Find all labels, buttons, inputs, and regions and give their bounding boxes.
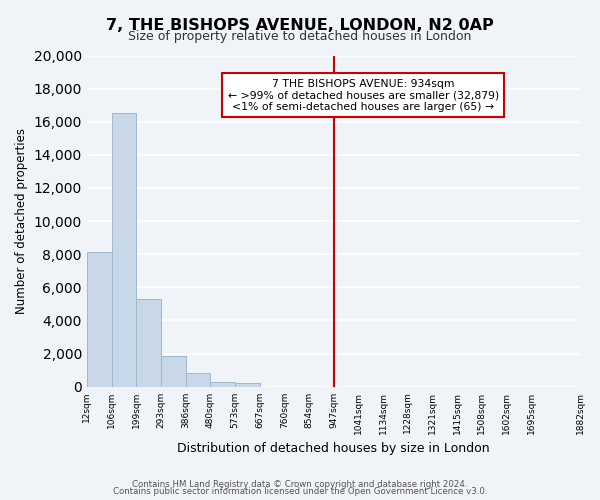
Text: Contains public sector information licensed under the Open Government Licence v3: Contains public sector information licen… [113,487,487,496]
Text: Size of property relative to detached houses in London: Size of property relative to detached ho… [128,30,472,43]
X-axis label: Distribution of detached houses by size in London: Distribution of detached houses by size … [178,442,490,455]
Y-axis label: Number of detached properties: Number of detached properties [15,128,28,314]
Text: 7, THE BISHOPS AVENUE, LONDON, N2 0AP: 7, THE BISHOPS AVENUE, LONDON, N2 0AP [106,18,494,32]
Bar [211,382,235,386]
Bar [136,299,161,386]
Text: Contains HM Land Registry data © Crown copyright and database right 2024.: Contains HM Land Registry data © Crown c… [132,480,468,489]
Bar [161,356,185,386]
Text: 7 THE BISHOPS AVENUE: 934sqm
← >99% of detached houses are smaller (32,879)
<1% : 7 THE BISHOPS AVENUE: 934sqm ← >99% of d… [227,78,499,112]
Bar [112,112,136,386]
Bar [235,382,260,386]
Bar [87,252,112,386]
Bar [185,374,211,386]
